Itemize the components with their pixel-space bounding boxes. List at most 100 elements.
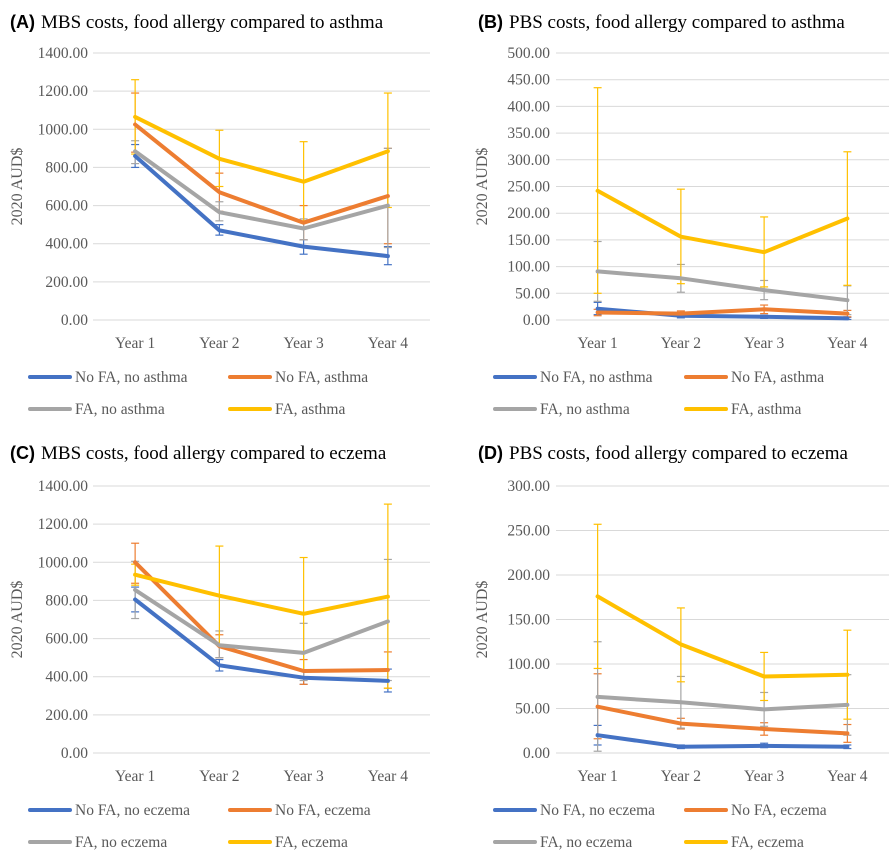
legend-entry: No FA, no eczema [28, 802, 190, 819]
series-line-2 [133, 560, 390, 673]
panel-letter: (C) [10, 443, 35, 463]
x-tick-label: Year 2 [661, 335, 701, 352]
x-tick-label: Year 1 [115, 768, 155, 785]
legend-label: No FA, no asthma [75, 369, 188, 386]
x-tick-label: Year 3 [744, 768, 784, 785]
chart-title: (D) PBS costs, food allergy compared to e… [478, 443, 848, 464]
y-tick-label: 300.00 [507, 152, 550, 169]
y-tick-label: 300.00 [507, 478, 550, 495]
y-tick-label: 150.00 [507, 612, 550, 629]
x-tick-label: Year 4 [827, 335, 867, 352]
y-tick-label: 50.00 [515, 285, 550, 302]
y-tick-label: 0.00 [523, 312, 550, 329]
legend-label: FA, no asthma [75, 401, 165, 418]
legend-label: No FA, no eczema [75, 802, 190, 819]
y-tick-label: 250.00 [507, 179, 550, 196]
legend-label: FA, no asthma [540, 401, 630, 418]
panel-letter: (A) [10, 12, 35, 32]
y-tick-label: 200.00 [507, 567, 550, 584]
y-tick-label: 400.00 [507, 98, 550, 115]
y-tick-label: 1200.00 [38, 516, 89, 533]
legend-entry: FA, eczema [228, 834, 348, 851]
legend-label: FA, asthma [731, 401, 801, 418]
y-tick-label: 1400.00 [38, 478, 89, 495]
legend-entry: FA, no eczema [28, 834, 167, 851]
panel-title-text: MBS costs, food allergy compared to asth… [41, 12, 384, 33]
legend-entry: FA, no eczema [493, 834, 632, 851]
legend-entry: No FA, asthma [684, 369, 824, 386]
x-tick-label: Year 3 [284, 335, 324, 352]
y-tick-label: 1200.00 [38, 83, 89, 100]
chart-panel-3: (C) MBS costs, food allergy compared to e… [9, 443, 430, 851]
legend-label: FA, asthma [275, 401, 345, 418]
y-tick-label: 200.00 [45, 274, 88, 291]
legend-entry: FA, asthma [684, 401, 801, 418]
x-tick-label: Year 2 [199, 335, 239, 352]
x-tick-label: Year 1 [578, 335, 618, 352]
y-tick-label: 450.00 [507, 72, 550, 89]
y-tick-label: 150.00 [507, 232, 550, 249]
y-tick-label: 400.00 [45, 669, 88, 686]
series-line-4 [595, 594, 850, 679]
chart-panel-2: (B) PBS costs, food allergy compared to a… [474, 12, 889, 418]
panel-title-text: PBS costs, food allergy compared to asth… [509, 12, 845, 33]
y-tick-label: 1400.00 [38, 45, 89, 62]
y-tick-label: 100.00 [507, 259, 550, 276]
legend-entry: FA, no asthma [28, 401, 165, 418]
legend-entry: No FA, no asthma [28, 369, 188, 386]
x-tick-label: Year 3 [744, 335, 784, 352]
x-tick-label: Year 2 [661, 768, 701, 785]
series-line-1 [595, 733, 850, 749]
legend-entry: FA, no asthma [493, 401, 630, 418]
series-line-3 [133, 149, 390, 231]
legend-label: No FA, asthma [275, 369, 368, 386]
y-tick-label: 50.00 [515, 701, 550, 718]
y-axis-label: 2020 AUD$ [9, 581, 26, 659]
series-line-3 [595, 269, 850, 303]
y-axis-label: 2020 AUD$ [474, 581, 491, 659]
y-tick-label: 200.00 [45, 707, 88, 724]
y-tick-label: 350.00 [507, 125, 550, 142]
legend-entry: No FA, eczema [228, 802, 371, 819]
x-tick-label: Year 4 [827, 768, 867, 785]
y-tick-label: 200.00 [507, 205, 550, 222]
chart-title: (C) MBS costs, food allergy compared to e… [10, 443, 387, 464]
x-tick-label: Year 3 [284, 768, 324, 785]
y-tick-label: 1000.00 [38, 554, 89, 571]
legend-entry: FA, asthma [228, 401, 345, 418]
legend-label: No FA, no eczema [540, 802, 655, 819]
legend-label: No FA, asthma [731, 369, 824, 386]
chart-title: (B) PBS costs, food allergy compared to a… [478, 12, 845, 33]
series-line-3 [595, 694, 850, 712]
y-tick-label: 600.00 [45, 631, 88, 648]
series-line-1 [133, 154, 390, 259]
y-tick-label: 250.00 [507, 523, 550, 540]
panel-letter: (B) [478, 12, 503, 32]
series-line-1 [133, 597, 390, 683]
legend-entry: FA, eczema [684, 834, 804, 851]
y-tick-label: 0.00 [61, 745, 88, 762]
chart-panel-1: (A) MBS costs, food allergy compared to a… [9, 12, 430, 418]
y-axis-label: 2020 AUD$ [474, 148, 491, 226]
series-line-4 [133, 572, 390, 616]
panel-title-text: MBS costs, food allergy compared to ecze… [41, 443, 387, 464]
legend-label: FA, eczema [731, 834, 804, 851]
x-tick-label: Year 1 [115, 335, 155, 352]
series-line-2 [133, 122, 390, 225]
y-tick-label: 800.00 [45, 592, 88, 609]
x-tick-label: Year 4 [368, 768, 408, 785]
legend-label: No FA, no asthma [540, 369, 653, 386]
series-line-3 [133, 587, 390, 655]
legend-label: No FA, eczema [731, 802, 827, 819]
series-line-4 [133, 114, 390, 184]
legend-label: FA, eczema [275, 834, 348, 851]
y-tick-label: 1000.00 [38, 121, 89, 138]
y-tick-label: 500.00 [507, 45, 550, 62]
y-tick-label: 0.00 [61, 312, 88, 329]
series-line-2 [595, 704, 850, 736]
y-tick-label: 0.00 [523, 745, 550, 762]
y-tick-label: 600.00 [45, 198, 88, 215]
y-tick-label: 800.00 [45, 159, 88, 176]
